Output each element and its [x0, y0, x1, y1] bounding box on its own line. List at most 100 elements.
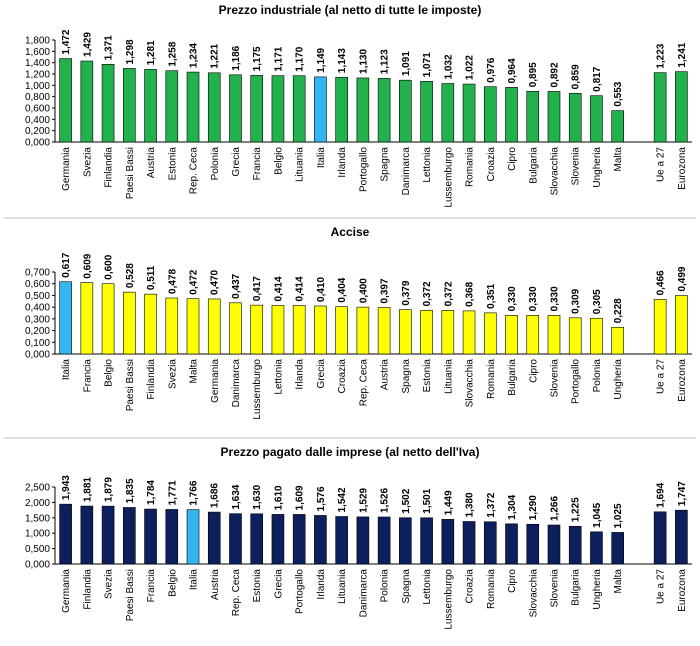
- bar: [420, 81, 433, 143]
- bar: [653, 511, 667, 565]
- data-label: 1,747: [677, 481, 688, 506]
- category-label: Belgio: [104, 359, 115, 387]
- category-label: Paesi Bassi: [125, 359, 136, 411]
- data-label: 0,330: [507, 286, 518, 311]
- category-label: Cipro: [507, 147, 518, 171]
- bar: [165, 297, 179, 355]
- category-label: Eurozona: [677, 359, 688, 402]
- category-label: Svezia: [82, 147, 93, 177]
- chart-title: Prezzo industriale (al netto di tutte le…: [219, 3, 482, 17]
- data-label: 1,022: [465, 55, 476, 80]
- y-tick-label: 1,400: [25, 58, 50, 69]
- category-label: Belgio: [167, 569, 178, 597]
- data-label: 0,397: [380, 278, 391, 303]
- bar: [314, 76, 327, 143]
- bar: [292, 305, 306, 355]
- bar: [526, 523, 540, 565]
- bar: [292, 75, 306, 143]
- category-label: Lussemburgo: [443, 569, 454, 630]
- data-label: 1,290: [528, 495, 539, 520]
- bar: [483, 521, 497, 565]
- data-label: 0,372: [422, 281, 433, 306]
- category-label: Malta: [613, 569, 624, 594]
- data-label: 1,771: [167, 480, 178, 505]
- bar: [526, 315, 540, 355]
- y-tick-label: 2,000: [25, 498, 50, 509]
- bar: [123, 291, 136, 355]
- bar: [483, 312, 497, 355]
- category-label: Germania: [61, 569, 72, 613]
- category-label: Irlanda: [295, 359, 306, 390]
- bar: [462, 310, 476, 355]
- chart-panel-2: Accise0,0000,1000,2000,3000,4000,5000,60…: [4, 217, 696, 420]
- data-label: 0,892: [549, 62, 560, 87]
- data-label: 1,371: [104, 35, 115, 60]
- category-label: Italia: [316, 147, 327, 169]
- category-label: Romania: [486, 569, 497, 609]
- data-label: 0,404: [337, 277, 348, 302]
- data-label: 1,576: [316, 486, 327, 511]
- data-label: 0,228: [613, 298, 624, 323]
- bar: [250, 304, 264, 355]
- bar: [314, 515, 327, 565]
- data-label: 0,478: [167, 269, 178, 294]
- category-label: Germania: [210, 359, 221, 403]
- category-label: Slovenia: [549, 359, 560, 398]
- data-label: 0,309: [571, 288, 582, 313]
- category-label: Eurozona: [677, 147, 688, 190]
- data-label: 1,429: [82, 32, 93, 57]
- y-tick-label: 1,000: [25, 81, 50, 92]
- bar: [59, 281, 72, 355]
- category-label: Austria: [380, 359, 391, 391]
- data-label: 1,149: [316, 47, 327, 72]
- category-label: Rep. Ceca: [358, 359, 369, 407]
- bar: [420, 517, 433, 565]
- category-label: Finlandia: [146, 359, 157, 400]
- data-label: 1,372: [486, 492, 497, 517]
- bar: [505, 315, 518, 355]
- category-label: Ue a 27: [656, 359, 667, 394]
- data-label: 1,234: [189, 43, 200, 68]
- bar: [292, 514, 306, 565]
- bar: [186, 71, 200, 143]
- bar: [335, 76, 348, 143]
- category-label: Cipro: [507, 569, 518, 593]
- data-label: 0,372: [443, 281, 454, 306]
- data-label: 1,170: [295, 46, 306, 71]
- data-label: 0,499: [677, 266, 688, 291]
- data-label: 0,379: [401, 280, 412, 305]
- bar: [186, 298, 200, 355]
- category-label: Slovacchia: [465, 359, 476, 408]
- y-tick-label: 0,100: [25, 338, 50, 349]
- data-label: 0,400: [358, 278, 369, 303]
- category-label: Lituania: [443, 359, 454, 394]
- data-label: 1,609: [295, 485, 306, 510]
- bar: [526, 90, 540, 143]
- bar: [568, 317, 582, 355]
- bar: [229, 513, 242, 565]
- bar: [165, 70, 179, 143]
- chart-title: Prezzo pagato dalle imprese (al netto de…: [221, 445, 480, 459]
- data-label: 1,529: [358, 487, 369, 512]
- data-label: 0,817: [592, 66, 603, 91]
- bar: [144, 508, 157, 565]
- data-label: 1,304: [507, 494, 518, 519]
- data-label: 0,511: [146, 265, 157, 290]
- category-label: Lituania: [337, 569, 348, 604]
- data-label: 1,071: [422, 52, 433, 77]
- bar: [80, 60, 94, 143]
- category-label: Grecia: [273, 569, 284, 599]
- data-label: 0,528: [125, 263, 136, 288]
- category-label: Bulgaria: [571, 569, 582, 606]
- category-label: Slovenia: [549, 569, 560, 608]
- bar: [547, 524, 561, 565]
- bar: [483, 86, 497, 143]
- category-label: Polonia: [210, 147, 221, 181]
- category-label: Svezia: [167, 359, 178, 389]
- data-label: 1,610: [273, 485, 284, 510]
- data-label: 0,330: [549, 286, 560, 311]
- data-label: 0,414: [273, 276, 284, 301]
- category-label: Ue a 27: [656, 569, 667, 604]
- bar: [590, 531, 603, 565]
- chart-title: Accise: [331, 225, 370, 239]
